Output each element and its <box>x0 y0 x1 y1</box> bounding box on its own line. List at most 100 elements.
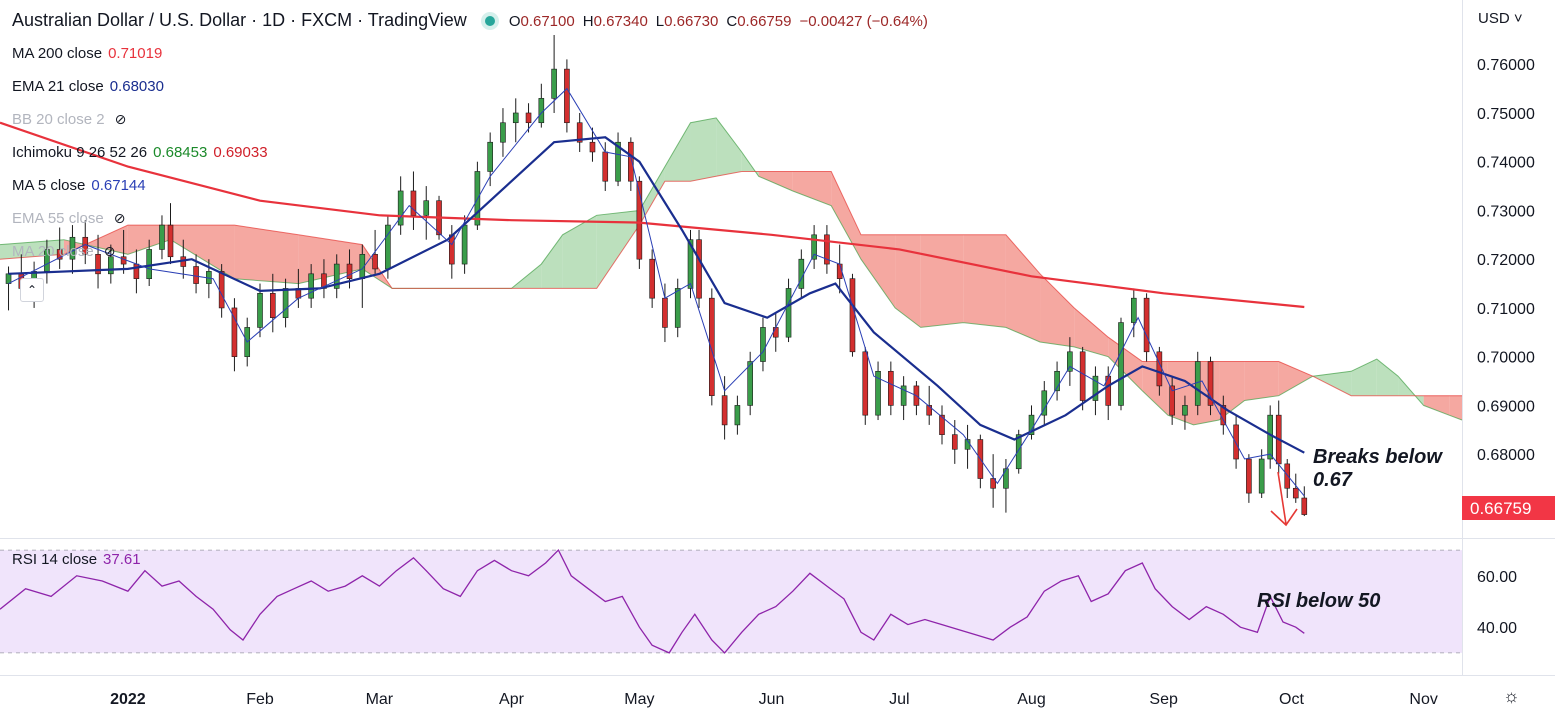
candle <box>410 171 417 230</box>
grid-lines <box>0 0 1555 676</box>
candle <box>257 283 263 338</box>
candle-body <box>56 249 63 260</box>
candle <box>1143 293 1150 362</box>
candle-body <box>1015 434 1022 470</box>
price-axis[interactable]: 0.76000 0.75000 0.74000 0.73000 0.72000 0.710… <box>1477 57 1535 637</box>
hidden-eye-icon[interactable]: ⊘ <box>113 210 126 226</box>
annotation-rsi-below-50: RSI below 50 <box>1257 590 1380 612</box>
candle-body <box>1130 297 1137 323</box>
currency-selector[interactable]: USD ˅ <box>1478 10 1523 27</box>
candle-body <box>1301 497 1308 515</box>
indicator-legend-row[interactable]: BB 20 close 2 ⊘ <box>12 111 126 128</box>
indicator-label: EMA 55 close <box>12 210 104 227</box>
candle <box>1067 337 1073 386</box>
candle-body <box>1156 351 1163 387</box>
candle-body <box>538 98 545 124</box>
time-axis[interactable]: 2022 Feb Mar Apr May Jun Jul Aug Sep Oct Nov <box>110 691 1438 708</box>
candle-body <box>862 351 869 416</box>
symbol-title[interactable]: Australian Dollar / U.S. Dollar · 1D · F… <box>12 10 467 30</box>
indicator-value: 0.68453 <box>153 144 208 161</box>
cloud-segment <box>1005 234 1041 343</box>
candle <box>56 227 63 269</box>
candle-body <box>849 278 856 353</box>
ichimoku-cloud <box>0 117 1463 426</box>
candle-body <box>926 405 933 416</box>
candle-body <box>760 327 766 362</box>
price-tick-label: 0.70000 <box>1477 350 1535 367</box>
candle <box>167 203 174 265</box>
candle <box>69 225 76 274</box>
cloud-segment <box>758 171 793 191</box>
indicator-legend-row[interactable]: MA 5 close 0.67144 <box>12 177 146 194</box>
candle-body <box>410 190 417 216</box>
candle <box>734 395 741 435</box>
candle <box>875 361 881 421</box>
candle-body <box>308 273 314 299</box>
candle <box>333 254 340 299</box>
candle <box>990 454 996 508</box>
cloud-segment <box>861 234 896 308</box>
senkou-span-a-line <box>0 117 1463 426</box>
rsi-tick-label: 60.00 <box>1477 569 1517 586</box>
candle <box>1182 395 1188 430</box>
indicator-legend-row[interactable]: EMA 55 close ⊘ <box>12 210 125 227</box>
cloud-segment <box>831 171 862 260</box>
ohlc-key: C <box>726 13 738 30</box>
candle-body <box>346 263 353 279</box>
candle <box>269 273 276 333</box>
ohlc-value: 0.66759 <box>737 13 792 30</box>
candle <box>564 59 570 133</box>
candle-body <box>875 370 881 416</box>
cloud-segment <box>234 225 299 284</box>
hidden-eye-icon[interactable]: ⊘ <box>103 243 116 259</box>
indicator-legend-row[interactable]: Ichimoku 9 26 52 26 0.68453 0.69033 <box>12 144 268 161</box>
ohlc-value: 0.67100 <box>520 13 575 30</box>
candle-body <box>1169 385 1175 416</box>
indicator-legend-row[interactable]: EMA 21 close 0.68030 <box>12 78 164 95</box>
candle-body <box>576 122 583 143</box>
indicator-lines <box>0 87 1305 497</box>
cloud-segment <box>298 234 363 284</box>
candle <box>926 385 933 425</box>
ohlc-value: 0.66730 <box>664 13 719 30</box>
down-arrow-icon <box>1270 471 1298 527</box>
candle <box>576 112 583 152</box>
candle <box>811 225 817 269</box>
indicator-value: 0.71019 <box>108 45 163 62</box>
gear-icon[interactable]: ☼ <box>1503 686 1520 706</box>
candle <box>824 225 830 274</box>
indicator-legend-row[interactable]: MA 200 close 0.71019 <box>12 45 162 62</box>
indicator-label: BB 20 close 2 <box>12 111 105 128</box>
cloud-segment <box>895 234 921 328</box>
candle-body <box>512 112 519 124</box>
candle <box>1003 459 1009 513</box>
rsi-legend[interactable]: RSI 14 close 37.61 <box>12 551 141 568</box>
time-tick-label: Aug <box>1017 691 1045 708</box>
hidden-eye-icon[interactable]: ⊘ <box>114 111 127 127</box>
candle-body <box>674 288 681 328</box>
candle-body <box>159 224 165 250</box>
candle <box>1246 454 1252 503</box>
ohlc-value: −0.00427 (−0.64%) <box>799 13 928 30</box>
rsi-legend-label: RSI 14 close <box>12 551 98 568</box>
indicator-label: Ichimoku 9 26 52 26 <box>12 144 148 161</box>
candle-body <box>990 478 996 489</box>
ohlc-key: O <box>508 13 521 30</box>
candle-body <box>1054 370 1060 392</box>
collapse-legend-button[interactable]: ⌃ <box>20 278 44 302</box>
candle-body <box>824 234 830 265</box>
candle <box>159 215 165 260</box>
price-tick-label: 0.69000 <box>1477 398 1535 415</box>
candle <box>1130 288 1137 338</box>
candle <box>308 264 314 308</box>
candle-body <box>602 151 609 182</box>
candle-body <box>487 141 493 172</box>
candle-body <box>95 254 101 275</box>
rsi-pane <box>0 548 1462 654</box>
candle-body <box>734 405 741 426</box>
candle-body <box>257 293 263 328</box>
candle-body <box>449 234 455 265</box>
indicator-legend-row[interactable]: MA 20 close ⊘ <box>12 243 115 260</box>
cloud-segment <box>639 166 665 226</box>
